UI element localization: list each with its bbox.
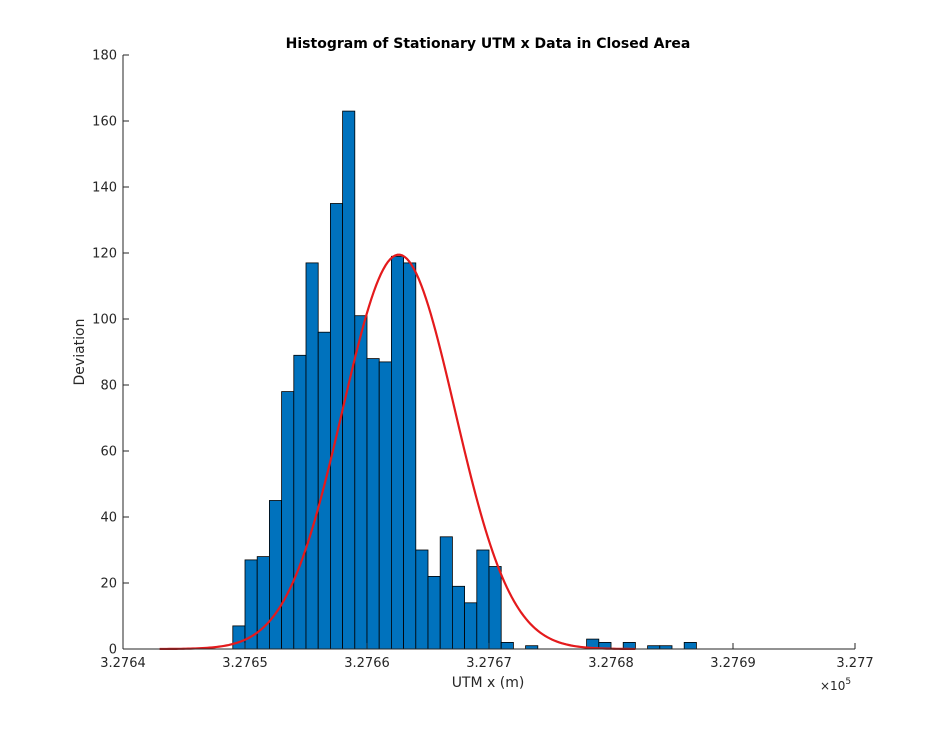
y-tick-label: 80 [100, 379, 117, 394]
y-tick-label: 20 [100, 577, 117, 592]
y-axis-label: Deviation [72, 319, 88, 386]
y-tick-label: 180 [92, 49, 117, 64]
y-tick-label: 120 [92, 247, 117, 262]
histogram-bar [476, 549, 490, 650]
y-tick-label: 140 [92, 181, 117, 196]
histogram-bar [500, 642, 514, 650]
x-axis-label: UTM x (m) [452, 675, 525, 691]
histogram-bar [268, 500, 282, 650]
histogram-bar [354, 315, 368, 650]
y-tick-label: 60 [100, 445, 117, 460]
y-tick-label: 40 [100, 511, 117, 526]
histogram-bar [390, 255, 404, 650]
y-tick-label: 160 [92, 115, 117, 130]
x-tick-label: 3.2768 [588, 656, 634, 671]
y-tick-label: 0 [109, 643, 117, 658]
chart-title: Histogram of Stationary UTM x Data in Cl… [286, 36, 691, 52]
x-exponent-base: ×10 [820, 679, 845, 693]
histogram-bar [378, 361, 392, 650]
histogram-bar [439, 536, 453, 650]
histogram-bar [281, 391, 295, 650]
histogram-bar [683, 642, 697, 650]
histogram-bar [317, 331, 331, 650]
histogram-bar [256, 556, 270, 650]
x-tick-label: 3.2765 [222, 656, 268, 671]
histogram-bar [293, 354, 307, 650]
x-tick-label: 3.2766 [344, 656, 390, 671]
histogram-bar [232, 625, 246, 650]
histogram-bar [366, 358, 380, 650]
histogram-bar [464, 602, 478, 650]
histogram-bar [451, 585, 465, 650]
x-tick-label: 3.2764 [100, 656, 146, 671]
normal-fit-curve [159, 253, 636, 651]
histogram-bar [488, 566, 502, 650]
y-tick-label: 100 [92, 313, 117, 328]
histogram-bar [329, 203, 343, 650]
histogram-bar [415, 549, 429, 650]
x-exponent-power: 5 [845, 677, 851, 687]
histogram-bars [232, 110, 697, 650]
histogram-bar [403, 262, 417, 650]
x-exponent-label: ×105 [820, 677, 851, 693]
x-tick-label: 3.2767 [466, 656, 512, 671]
x-tick-label: 3.2769 [710, 656, 756, 671]
x-tick-label: 3.277 [836, 656, 873, 671]
axes: 3.2764 3.2765 3.2766 3.2767 3.2768 3.2769 3.27… [92, 49, 873, 672]
histogram-bar [305, 262, 319, 650]
histogram-bar [427, 576, 441, 650]
